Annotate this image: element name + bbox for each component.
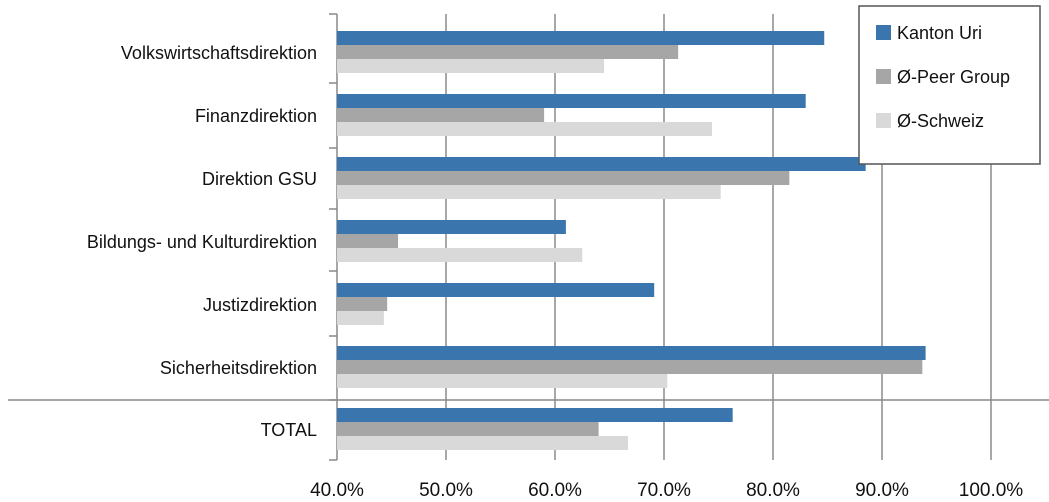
- bar-direktion-gsu--peer-group: [337, 171, 790, 185]
- bars: [337, 31, 926, 450]
- bar-bildungs-und-kulturdirektion--peer-group: [337, 234, 399, 248]
- category-label: Justizdirektion: [203, 295, 317, 315]
- bar-bildungs-und-kulturdirektion--schweiz: [337, 248, 583, 262]
- x-tick-label: 60.0%: [528, 480, 582, 501]
- bar-justizdirektion--peer-group: [337, 297, 388, 311]
- bar-volkswirtschaftsdirektion--schweiz: [337, 59, 605, 73]
- bar-total-kanton-uri: [337, 408, 733, 422]
- bar-sicherheitsdirektion--schweiz: [337, 374, 668, 388]
- bar-finanzdirektion--schweiz: [337, 122, 712, 136]
- legend-label: Ø-Peer Group: [897, 67, 1010, 87]
- x-tick-label: 40.0%: [310, 480, 364, 501]
- bar-justizdirektion-kanton-uri: [337, 283, 655, 297]
- x-tick-label: 70.0%: [637, 480, 691, 501]
- legend-label: Ø-Schweiz: [897, 111, 984, 131]
- legend-swatch: [876, 69, 891, 84]
- category-label: Finanzdirektion: [195, 106, 317, 126]
- legend-label: Kanton Uri: [897, 23, 982, 43]
- legend: Kanton Uri Ø-Peer Group Ø-Schweiz: [858, 5, 1041, 165]
- category-label: Bildungs- und Kulturdirektion: [87, 232, 317, 252]
- bar-sicherheitsdirektion--peer-group: [337, 360, 923, 374]
- x-tick-label: 80.0%: [746, 480, 800, 501]
- category-label: Volkswirtschaftsdirektion: [121, 43, 317, 63]
- x-tick-label: 100.0%: [959, 480, 1024, 501]
- bar-volkswirtschaftsdirektion-kanton-uri: [337, 31, 825, 45]
- category-label: Direktion GSU: [202, 169, 317, 189]
- bar-bildungs-und-kulturdirektion-kanton-uri: [337, 220, 566, 234]
- bar-volkswirtschaftsdirektion--peer-group: [337, 45, 679, 59]
- legend-swatch: [876, 25, 891, 40]
- bar-sicherheitsdirektion-kanton-uri: [337, 346, 926, 360]
- value-axis-ticks: 40.0% 50.0% 60.0% 70.0% 80.0% 90.0% 100.0%: [310, 480, 1023, 501]
- bar-finanzdirektion-kanton-uri: [337, 94, 806, 108]
- bar-finanzdirektion--peer-group: [337, 108, 545, 122]
- bar-total--schweiz: [337, 436, 629, 450]
- category-label: Sicherheitsdirektion: [160, 358, 317, 378]
- category-axis: Volkswirtschaftsdirektion Finanzdirektion…: [87, 13, 337, 461]
- bar-direktion-gsu--schweiz: [337, 185, 721, 199]
- x-tick-label: 50.0%: [419, 480, 473, 501]
- x-tick-label: 90.0%: [855, 480, 909, 501]
- bar-justizdirektion--schweiz: [337, 311, 384, 325]
- legend-swatch: [876, 113, 891, 128]
- bar-direktion-gsu-kanton-uri: [337, 157, 866, 171]
- category-label: TOTAL: [261, 420, 317, 440]
- bar-total--peer-group: [337, 422, 599, 436]
